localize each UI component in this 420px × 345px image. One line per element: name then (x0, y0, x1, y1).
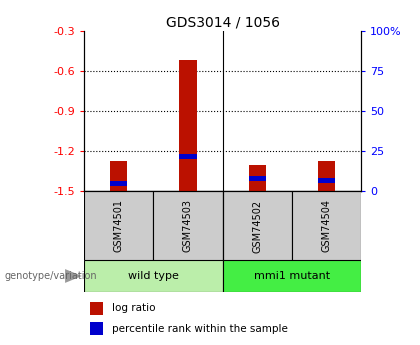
Text: genotype/variation: genotype/variation (4, 271, 97, 281)
Bar (318, 178, 335, 183)
Text: GSM74501: GSM74501 (114, 199, 123, 253)
Bar (110, 161, 127, 191)
Bar (89, 302, 103, 315)
Text: wild type: wild type (128, 271, 179, 281)
Bar (223, 191, 292, 260)
Bar (84, 191, 153, 260)
Bar (110, 181, 127, 186)
Bar (249, 165, 266, 191)
Bar (318, 161, 335, 191)
Polygon shape (65, 269, 82, 283)
Bar (292, 191, 361, 260)
Bar (179, 154, 197, 159)
Bar (223, 260, 361, 292)
Bar (89, 322, 103, 335)
Text: log ratio: log ratio (112, 304, 155, 313)
Text: GSM74503: GSM74503 (183, 199, 193, 253)
Text: percentile rank within the sample: percentile rank within the sample (112, 324, 288, 334)
Text: mmi1 mutant: mmi1 mutant (254, 271, 330, 281)
Bar (249, 176, 266, 181)
Title: GDS3014 / 1056: GDS3014 / 1056 (165, 16, 280, 30)
Bar (179, 60, 197, 191)
Bar (84, 260, 223, 292)
Text: GSM74504: GSM74504 (322, 199, 331, 253)
Bar (153, 191, 223, 260)
Text: GSM74502: GSM74502 (252, 199, 262, 253)
